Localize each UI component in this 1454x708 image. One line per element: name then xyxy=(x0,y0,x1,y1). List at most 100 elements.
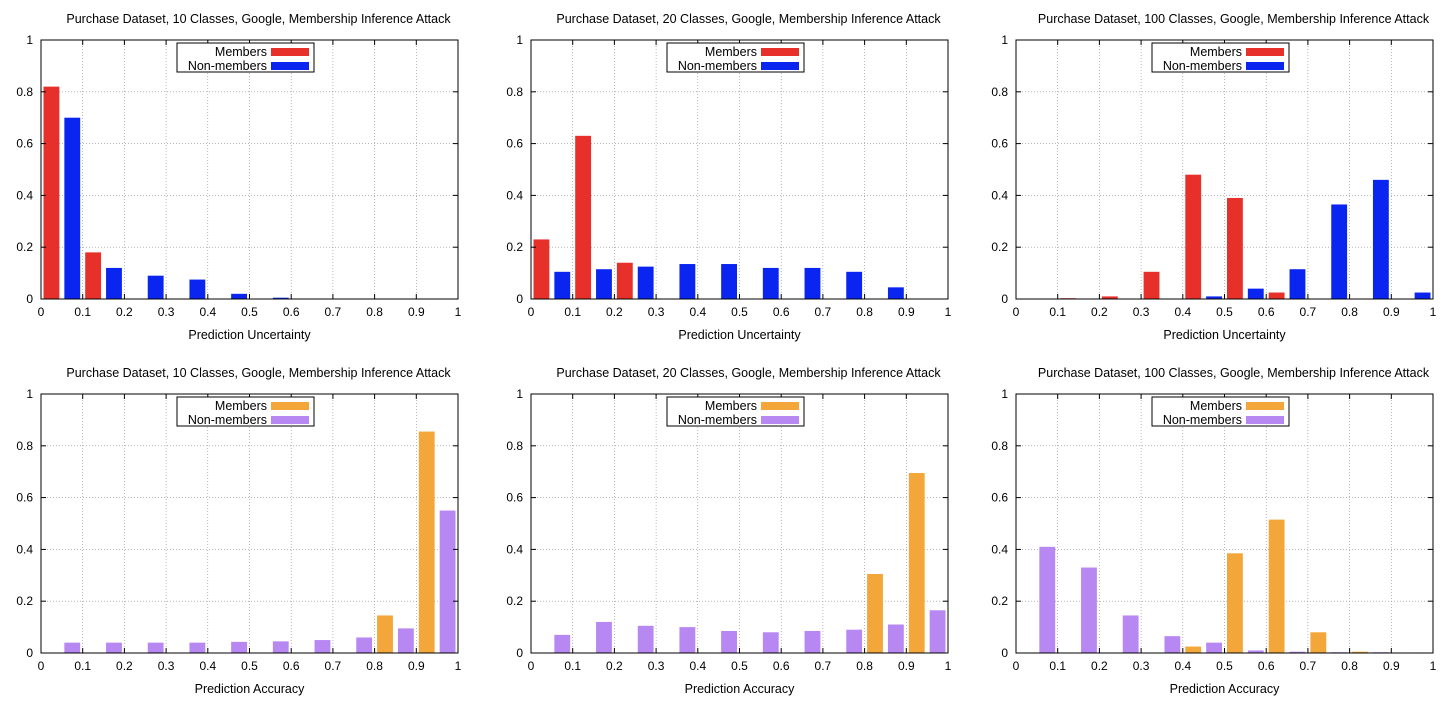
x-tick-label: 0.9 xyxy=(898,659,915,673)
bar xyxy=(314,640,331,653)
x-axis-label: Prediction Accuracy xyxy=(685,682,796,696)
chart-panel-2: Purchase Dataset, 20 Classes, Google, Me… xyxy=(506,12,952,342)
x-tick-label: 0.8 xyxy=(1341,659,1358,673)
chart-panel-6: Purchase Dataset, 100 Classes, Google, M… xyxy=(991,366,1437,696)
bar xyxy=(1185,174,1202,299)
bar xyxy=(189,279,206,299)
x-tick-label: 0.7 xyxy=(1300,305,1317,319)
bar xyxy=(356,637,373,653)
bar xyxy=(1206,296,1222,299)
x-tick-label: 1 xyxy=(1430,659,1437,673)
legend-label: Non-members xyxy=(1163,59,1242,73)
x-tick-label: 0.7 xyxy=(815,305,832,319)
legend-label: Members xyxy=(215,399,267,413)
bar xyxy=(272,297,289,299)
bar xyxy=(887,624,904,653)
y-tick-label: 1 xyxy=(26,33,33,47)
x-tick-label: 0 xyxy=(38,659,45,673)
bar xyxy=(1289,269,1306,299)
legend-swatch xyxy=(271,416,309,424)
chart-panel-4: Purchase Dataset, 10 Classes, Google, Me… xyxy=(16,366,461,696)
bar xyxy=(43,86,60,300)
bar xyxy=(147,642,164,653)
x-tick-label: 0 xyxy=(1013,659,1020,673)
bar xyxy=(1039,546,1056,653)
x-tick-label: 0.3 xyxy=(648,659,665,673)
bar xyxy=(1227,553,1243,653)
bar xyxy=(189,642,206,653)
bar xyxy=(679,627,696,653)
bar xyxy=(1331,204,1348,299)
x-tick-label: 1 xyxy=(455,305,462,319)
y-tick-label: 0.2 xyxy=(506,594,523,608)
bar xyxy=(1227,197,1243,299)
x-tick-label: 0.8 xyxy=(856,305,873,319)
legend-label: Non-members xyxy=(188,413,267,427)
x-tick-label: 0 xyxy=(528,659,535,673)
gridlines xyxy=(531,394,948,653)
x-tick-label: 0.2 xyxy=(606,305,623,319)
series-non-members xyxy=(554,264,904,299)
x-tick-label: 0.1 xyxy=(74,659,91,673)
x-tick-label: 0.8 xyxy=(366,659,383,673)
y-tick-label: 0 xyxy=(1001,292,1008,306)
x-tick-label: 0.3 xyxy=(158,659,175,673)
y-tick-label: 0.4 xyxy=(506,188,523,202)
y-tick-label: 0.2 xyxy=(16,594,33,608)
y-tick-label: 1 xyxy=(1001,33,1008,47)
x-tick-label: 0.8 xyxy=(1341,305,1358,319)
x-axis-label: Prediction Uncertainty xyxy=(678,328,801,342)
series-non-members xyxy=(64,510,456,653)
legend-swatch xyxy=(271,48,309,56)
bar xyxy=(679,264,696,299)
legend-swatch xyxy=(1246,416,1284,424)
bar xyxy=(1247,288,1264,299)
bar xyxy=(846,629,863,653)
y-tick-label: 0.6 xyxy=(506,137,523,151)
chart-panel-3: Purchase Dataset, 100 Classes, Google, M… xyxy=(991,12,1436,342)
legend-label: Members xyxy=(705,399,757,413)
bar xyxy=(418,431,435,653)
x-tick-label: 0.6 xyxy=(1258,305,1275,319)
bar xyxy=(804,630,821,653)
bar xyxy=(887,287,904,299)
y-tick-label: 0.6 xyxy=(506,491,523,505)
bar xyxy=(596,269,612,299)
x-tick-label: 0.2 xyxy=(1091,305,1108,319)
x-tick-label: 0.6 xyxy=(773,659,790,673)
chart-title: Purchase Dataset, 10 Classes, Google, Me… xyxy=(66,366,451,380)
legend-swatch xyxy=(761,416,799,424)
y-tick-label: 1 xyxy=(26,387,33,401)
x-tick-label: 0.7 xyxy=(325,305,342,319)
y-tick-label: 0 xyxy=(1001,646,1008,660)
bar xyxy=(231,641,247,653)
bar xyxy=(616,262,633,299)
x-tick-label: 1 xyxy=(945,305,952,319)
bar xyxy=(637,625,654,653)
bar xyxy=(85,252,102,299)
bar xyxy=(1310,632,1327,653)
bar xyxy=(64,642,81,653)
bar xyxy=(231,293,247,299)
legend-box xyxy=(666,42,805,73)
bar xyxy=(397,628,414,653)
bar xyxy=(1206,642,1222,653)
legend-label: Members xyxy=(705,45,757,59)
series-non-members xyxy=(1206,179,1431,299)
series-non-members xyxy=(64,117,289,299)
bar xyxy=(1247,650,1264,653)
y-tick-label: 0.8 xyxy=(506,85,523,99)
series-non-members xyxy=(554,610,946,653)
x-tick-label: 0.6 xyxy=(773,305,790,319)
x-axis-label: Prediction Uncertainty xyxy=(1163,328,1286,342)
gridlines xyxy=(1016,40,1433,299)
legend-swatch xyxy=(1246,48,1284,56)
bar xyxy=(575,135,592,299)
chart-panel-1: Purchase Dataset, 10 Classes, Google, Me… xyxy=(16,12,462,342)
y-tick-label: 0.4 xyxy=(16,542,33,556)
